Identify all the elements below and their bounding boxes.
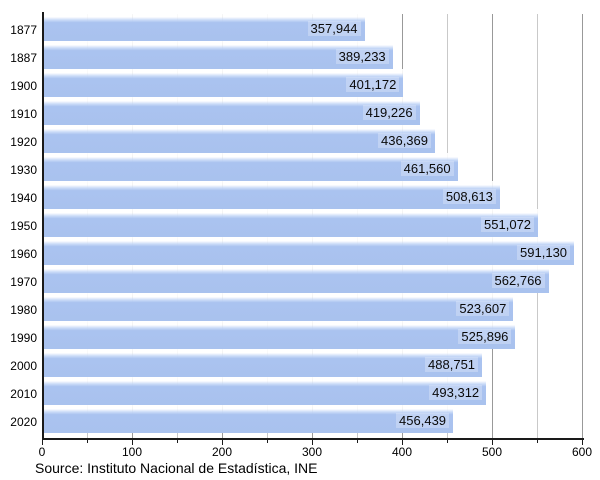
bar-row: 493,312: [43, 377, 582, 405]
bar-row: 389,233: [43, 41, 582, 69]
x-tick-label: 0: [38, 445, 46, 459]
x-tick-label: 500: [481, 445, 503, 459]
bar-row: 551,072: [43, 209, 582, 237]
bar-row: 461,560: [43, 153, 582, 181]
y-axis-labels: 1877 1887 1900 1910 1920 1930 1940 1950 1960 1970…: [0, 13, 37, 433]
bar-1950: 551,072: [43, 209, 539, 237]
x-tick-minor: [267, 440, 268, 443]
x-tick-major: [132, 440, 133, 445]
bar-row: 488,751: [43, 349, 582, 377]
bar-1970: 562,766: [43, 265, 549, 293]
bar-value-label: 508,613: [442, 189, 496, 204]
gridline-major: [582, 14, 583, 438]
year-label: 1900: [10, 79, 37, 93]
bar-value-label: 551,072: [481, 217, 535, 232]
bar-value-label: 401,172: [346, 77, 400, 92]
bar-value-label: 525,896: [458, 329, 512, 344]
year-label: 1950: [10, 219, 37, 233]
bar-value-label: 461,560: [400, 161, 454, 176]
bar-value-label: 488,751: [425, 357, 479, 372]
x-tick-major: [42, 440, 43, 445]
bar-row: 562,766: [43, 265, 582, 293]
year-label: 2000: [10, 359, 37, 373]
year-label: 1930: [10, 163, 37, 177]
bar-2020: 456,439: [43, 405, 454, 433]
x-tick-minor: [357, 440, 358, 443]
plot-area: 357,944 389,233 401,172 419,226 436,369 461,5…: [42, 0, 584, 440]
bar-1940: 508,613: [43, 181, 500, 209]
bar-value-label: 419,226: [362, 105, 416, 120]
bar-row: 401,172: [43, 69, 582, 97]
bar-1990: 525,896: [43, 321, 516, 349]
bar-row: 525,896: [43, 321, 582, 349]
bar-1900: 401,172: [43, 69, 404, 97]
bar-1960: 591,130: [43, 237, 575, 265]
year-label: 1877: [10, 23, 37, 37]
year-label: 1960: [10, 247, 37, 261]
x-tick-label: 400: [391, 445, 413, 459]
bar-value-label: 436,369: [378, 133, 431, 148]
year-label: 1980: [10, 303, 37, 317]
bar-value-label: 493,312: [429, 385, 483, 400]
bar-value-label: 523,607: [456, 301, 510, 316]
x-tick-minor: [447, 440, 448, 443]
x-tick-major: [402, 440, 403, 445]
bar-value-label: 591,130: [517, 245, 571, 260]
x-tick-major: [582, 440, 583, 445]
x-tick-minor: [537, 440, 538, 443]
x-axis-ticks: [42, 440, 583, 446]
x-tick-major: [222, 440, 223, 445]
x-tick-label: 300: [301, 445, 323, 459]
bar-2000: 488,751: [43, 349, 483, 377]
year-label: 1910: [10, 107, 37, 121]
x-tick-major: [312, 440, 313, 445]
bar-1980: 523,607: [43, 293, 514, 321]
bar-row: 456,439: [43, 405, 582, 433]
x-axis-line: [42, 438, 584, 440]
bar-row: 357,944: [43, 13, 582, 41]
x-tick-major: [492, 440, 493, 445]
bar-value-label: 357,944: [307, 21, 361, 36]
year-label: 1990: [10, 331, 37, 345]
x-axis-tick-labels: 0 100 200 300 400 500 600: [38, 445, 592, 460]
bar-1910: 419,226: [43, 97, 420, 125]
bar-value-label: 456,439: [396, 413, 450, 428]
bar-1877: 357,944: [43, 13, 365, 41]
year-label: 2020: [10, 415, 37, 429]
year-label: 2010: [10, 387, 37, 401]
bar-value-label: 389,233: [335, 49, 389, 64]
bar-1930: 461,560: [43, 153, 458, 181]
year-label: 1920: [10, 135, 37, 149]
bar-1887: 389,233: [43, 41, 393, 69]
x-tick-label: 200: [211, 445, 233, 459]
bar-row: 436,369: [43, 125, 582, 153]
year-label: 1887: [10, 51, 37, 65]
x-tick-minor: [177, 440, 178, 443]
y-axis-line: [42, 12, 44, 438]
bar-row: 419,226: [43, 97, 582, 125]
bar-value-label: 562,766: [491, 273, 545, 288]
bar-1920: 436,369: [43, 125, 435, 153]
x-tick-minor: [87, 440, 88, 443]
x-tick-label: 600: [571, 445, 593, 459]
bar-row: 508,613: [43, 181, 582, 209]
year-label: 1940: [10, 191, 37, 205]
bars: 357,944 389,233 401,172 419,226 436,369 461,5…: [43, 13, 582, 433]
x-tick-label: 100: [121, 445, 143, 459]
bar-2010: 493,312: [43, 377, 487, 405]
source-note: Source: Instituto Nacional de Estadístic…: [35, 460, 318, 476]
year-label: 1970: [10, 275, 37, 289]
bar-row: 523,607: [43, 293, 582, 321]
bar-row: 591,130: [43, 237, 582, 265]
